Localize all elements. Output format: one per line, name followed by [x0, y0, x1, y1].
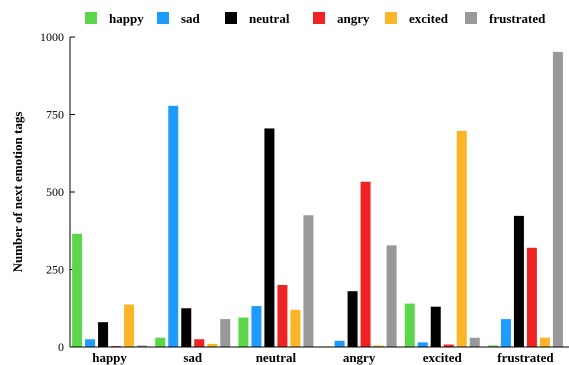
legend-item-frustrated: frustrated [465, 11, 546, 26]
bar-sad-neutral [181, 308, 192, 347]
bar-frustrated-angry [526, 247, 537, 347]
x-axis: happy sad neutral angry excited frustrated [70, 346, 569, 365]
y-axis-label: Number of next emotion tags [10, 112, 25, 273]
x-tick-label: happy [92, 350, 127, 365]
bar-excited-neutral [430, 306, 441, 347]
bar-sad-excited [207, 343, 218, 347]
bar-excited-sad [417, 342, 428, 347]
bars [72, 51, 563, 347]
y-axis: 0 250 500 750 1000 [40, 30, 75, 354]
legend-swatch [465, 12, 477, 24]
bar-excited-excited [456, 130, 467, 347]
y-tick-label: 500 [46, 185, 64, 199]
bar-angry-sad [334, 340, 345, 347]
bar-neutral-frustrated [303, 215, 314, 347]
bar-angry-frustrated [386, 245, 397, 347]
legend-label: happy [109, 11, 144, 26]
bar-angry-excited [373, 345, 384, 347]
bar-sad-happy [155, 337, 166, 347]
bar-happy-sad [85, 339, 96, 347]
bar-neutral-sad [251, 306, 262, 347]
bar-frustrated-frustrated [552, 51, 563, 347]
y-tick-label: 0 [58, 340, 64, 354]
y-tick-label: 750 [46, 108, 64, 122]
legend-label: angry [337, 11, 370, 26]
bar-happy-frustrated [137, 345, 148, 347]
bar-excited-happy [404, 303, 415, 347]
bar-happy-happy [72, 233, 83, 347]
bar-group-frustrated [487, 51, 563, 347]
legend-swatch [85, 12, 97, 24]
legend-swatch [225, 12, 237, 24]
bar-excited-angry [443, 344, 454, 347]
legend-item-excited: excited [385, 11, 449, 26]
bar-angry-neutral [347, 291, 358, 347]
legend-swatch [313, 12, 325, 24]
x-tick-label: angry [343, 350, 376, 365]
bar-sad-angry [194, 339, 205, 347]
x-tick-label: excited [423, 350, 463, 365]
legend-swatch [385, 12, 397, 24]
legend-label: excited [409, 11, 449, 26]
y-tick-label: 250 [46, 263, 64, 277]
bar-group-happy [72, 233, 148, 347]
bar-neutral-neutral [264, 128, 275, 347]
bar-frustrated-happy [487, 345, 498, 347]
bar-neutral-happy [238, 317, 249, 347]
bar-frustrated-neutral [513, 215, 524, 347]
bar-frustrated-sad [500, 319, 511, 347]
legend-item-sad: sad [157, 11, 201, 26]
bar-group-angry [321, 181, 397, 347]
legend-swatch [157, 12, 169, 24]
bar-angry-angry [360, 181, 371, 347]
bar-group-excited [404, 130, 480, 347]
bar-sad-sad [168, 105, 179, 347]
legend: happy sad neutral angry excited frustrated [85, 11, 546, 26]
bar-happy-neutral [98, 322, 109, 347]
bar-excited-frustrated [469, 337, 480, 347]
bar-frustrated-excited [539, 337, 550, 347]
x-tick-label: frustrated [497, 350, 554, 365]
bar-group-sad [155, 105, 231, 347]
bar-neutral-angry [277, 285, 288, 347]
legend-item-neutral: neutral [225, 11, 290, 26]
x-tick-label: sad [183, 350, 203, 365]
x-tick-label: neutral [256, 350, 297, 365]
legend-item-happy: happy [85, 11, 144, 26]
legend-label: sad [181, 11, 201, 26]
bar-happy-excited [124, 304, 135, 347]
legend-item-angry: angry [313, 11, 370, 26]
y-tick-label: 1000 [40, 30, 64, 44]
legend-label: neutral [249, 11, 290, 26]
legend-label: frustrated [489, 11, 546, 26]
bar-group-neutral [238, 128, 314, 347]
bar-sad-frustrated [220, 319, 231, 347]
bar-neutral-excited [290, 309, 301, 347]
